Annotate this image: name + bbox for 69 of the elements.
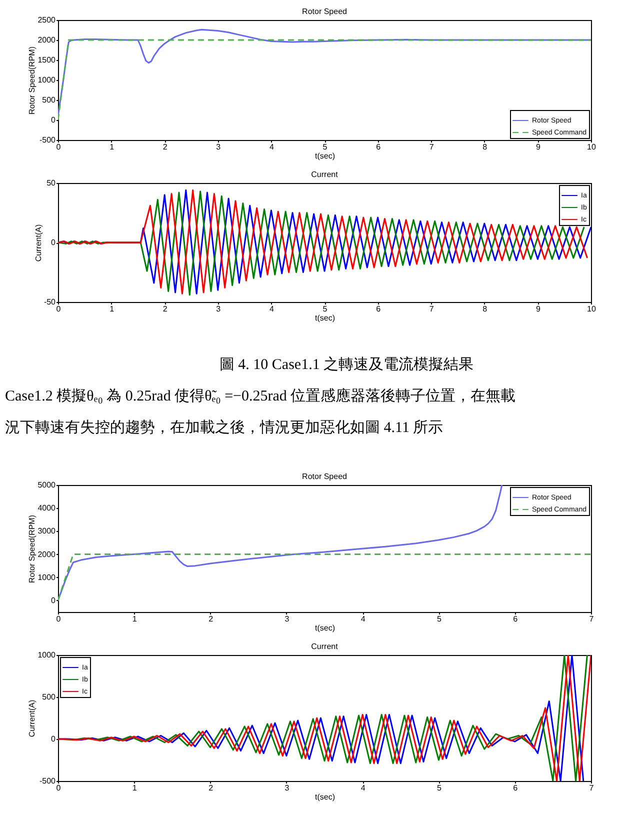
x-tick-label: 2 <box>208 784 214 792</box>
x-tick-label: 1 <box>132 614 138 624</box>
x-tick-label: 1 <box>110 142 115 152</box>
chart-title: Current <box>311 642 339 651</box>
y-tick-label: 2000 <box>38 36 56 44</box>
x-tick-label: 6 <box>513 614 518 624</box>
x-tick-label: 1 <box>110 304 115 314</box>
text: Case1.2 模擬θₑ₀ 為 0.25rad 使得θ̃ₑ₀ =−0.25rad 位置感應器落後轉子位置，在無載 <box>5 388 516 404</box>
y-tick-label: 50 <box>46 178 56 188</box>
x-tick-label: 2 <box>208 614 214 624</box>
x-tick-label: 10 <box>587 304 596 314</box>
x-tick-label: 5 <box>322 304 328 314</box>
y-tick-label: 2500 <box>38 16 56 24</box>
x-tick-label: 5 <box>322 142 328 152</box>
x-tick-label: 4 <box>360 784 366 792</box>
x-tick-label: 1 <box>132 784 138 792</box>
x-tick-label: 8 <box>482 142 488 152</box>
x-tick-label: 4 <box>269 304 274 314</box>
x-tick-label: 7 <box>429 304 434 314</box>
y-tick-label: 500 <box>42 96 56 104</box>
y-tick-label: 1000 <box>38 650 56 660</box>
caption: 圖 4. 10 Case1.1 之轉速及電流模擬結果 <box>219 356 474 373</box>
x-axis-title: t(sec) <box>315 624 336 632</box>
y-axis-title: Current(A) <box>28 699 37 738</box>
x-tick-label: 4 <box>269 142 274 152</box>
y-tick-label: -50 <box>44 298 56 306</box>
x-axis-title: t(sec) <box>315 792 336 802</box>
x-tick-label: 10 <box>587 142 596 152</box>
y-tick-label: -500 <box>39 776 56 786</box>
x-axis-title: t(sec) <box>315 152 336 160</box>
y-tick-label: 0 <box>51 116 56 124</box>
x-tick-label: 8 <box>482 304 488 314</box>
x-tick-label: 7 <box>589 614 594 624</box>
y-axis-title: Rotor Speed(RPM) <box>28 46 37 115</box>
y-tick-label: 5000 <box>38 480 56 490</box>
y-tick-label: 1000 <box>38 76 56 84</box>
x-tick-label: 5 <box>436 784 442 792</box>
x-tick-label: 6 <box>376 142 382 152</box>
x-axis-title: t(sec) <box>315 314 336 322</box>
x-tick-label: 2 <box>162 142 168 152</box>
x-tick-label: 4 <box>360 614 366 624</box>
y-tick-label: 3000 <box>38 526 56 536</box>
x-tick-label: 9 <box>536 142 541 152</box>
x-tick-label: 9 <box>536 304 541 314</box>
x-tick-label: 2 <box>162 304 168 314</box>
x-tick-label: 3 <box>216 142 222 152</box>
x-tick-label: 3 <box>284 614 290 624</box>
x-tick-label: 5 <box>436 614 442 624</box>
text: 況下轉速有失控的趨勢，在加載之後，情況更加惡化如圖 4.11 所示 <box>5 419 444 436</box>
y-tick-label: 0 <box>51 596 56 605</box>
x-tick-label: 6 <box>376 304 382 314</box>
chart-title: Rotor Speed <box>302 472 347 481</box>
x-tick-label: 7 <box>429 142 434 152</box>
y-axis-title: Rotor Speed(RPM) <box>28 514 37 584</box>
chart-title: Current <box>311 170 339 179</box>
y-tick-label: 1000 <box>38 572 56 582</box>
y-tick-label: 2000 <box>38 550 56 559</box>
y-tick-label: 0 <box>51 238 56 247</box>
chart-title: Rotor Speed <box>302 7 347 16</box>
y-tick-label: 500 <box>42 692 56 702</box>
x-tick-label: 6 <box>513 784 518 792</box>
x-tick-label: 3 <box>216 304 222 314</box>
y-axis-title: Current(A) <box>34 224 43 262</box>
y-tick-label: 4000 <box>38 504 56 513</box>
y-tick-label: -500 <box>39 136 56 144</box>
x-tick-label: 7 <box>589 784 594 792</box>
y-tick-label: 1500 <box>38 56 56 64</box>
x-tick-label: 3 <box>284 784 290 792</box>
y-tick-label: 0 <box>51 734 56 744</box>
